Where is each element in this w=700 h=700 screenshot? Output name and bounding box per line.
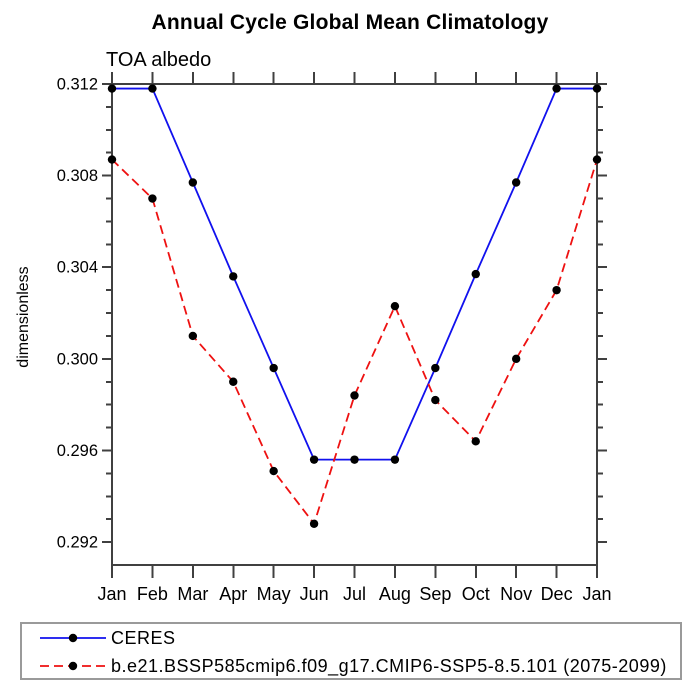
legend-entry-model: b.e21.BSSP585cmip6.f09_g17.CMIP6-SSP5-8.…	[22, 652, 680, 680]
y-tick-label: 0.312	[57, 76, 98, 94]
series-0-marker	[431, 363, 440, 373]
series-1-marker	[350, 391, 359, 400]
series-0-marker	[107, 84, 117, 93]
series-1-marker	[309, 519, 319, 528]
x-tick-label: Nov	[500, 584, 532, 604]
x-tick-label: Jan	[97, 584, 126, 604]
series-line-0	[112, 87, 597, 461]
series-1-marker	[229, 377, 238, 386]
x-tick-label: Apr	[219, 584, 247, 604]
series-line-1	[111, 158, 598, 526]
series-1-marker	[471, 437, 480, 446]
series-1-marker	[188, 331, 198, 341]
y-tick-label: 0.300	[57, 350, 98, 368]
series-1-marker	[592, 155, 602, 164]
legend-marker-dot	[68, 661, 78, 671]
legend-sample-solid-line	[40, 633, 106, 643]
x-tick-label: Feb	[137, 584, 168, 604]
x-tick-label: Mar	[177, 584, 208, 604]
series-1-marker	[511, 354, 521, 364]
series-1-marker	[107, 155, 117, 164]
x-tick-label: Jul	[343, 584, 366, 604]
series-0-marker	[592, 84, 602, 93]
chart-canvas: Jan Feb Mar Apr May Jun Jul Aug Sep Oct Nov Dec Jan 0…	[57, 72, 612, 604]
chart-title: Annual Cycle Global Mean Climatology	[151, 11, 549, 34]
series-0-marker	[511, 178, 521, 187]
y-tick-label: 0.292	[57, 534, 98, 552]
series-0-marker	[148, 84, 157, 93]
x-tick-label: Sep	[419, 584, 451, 604]
y-tick-label: 0.308	[57, 167, 98, 185]
y-tick-label: 0.296	[57, 442, 98, 460]
series-1-marker	[431, 395, 440, 405]
series-0-marker	[471, 269, 480, 279]
plot-box	[111, 83, 598, 566]
x-tick-label: Aug	[379, 584, 411, 604]
x-tick-label: Jan	[582, 584, 611, 604]
legend-label-ceres: CERES	[111, 627, 176, 648]
x-tick-label: May	[257, 584, 291, 604]
legend-entry-ceres: CERES	[22, 624, 680, 652]
x-tick-label: Jun	[300, 584, 329, 604]
series-0-marker	[269, 363, 278, 373]
series-0-marker	[350, 455, 359, 464]
series-0-marker	[552, 84, 561, 93]
series-1-marker	[552, 285, 561, 295]
y-tick-label: 0.304	[57, 259, 98, 277]
legend-sample-dashed-line	[40, 661, 106, 671]
legend-marker-dot	[68, 633, 78, 643]
series-1-marker	[269, 466, 278, 476]
series-0-marker	[309, 455, 319, 464]
x-tick-label: Dec	[541, 584, 573, 604]
series-0-marker	[229, 272, 238, 281]
legend-box: CERES b.e21.BSSP585cmip6.f09_g17.CMIP6-S…	[20, 622, 682, 680]
x-tick-label: Oct	[462, 584, 490, 604]
legend-label-model: b.e21.BSSP585cmip6.f09_g17.CMIP6-SSP5-8.…	[111, 655, 667, 676]
series-0-marker	[390, 455, 400, 464]
series-1-marker	[390, 301, 400, 311]
chart-subtitle: TOA albedo	[106, 49, 212, 71]
series-1-marker	[148, 194, 157, 203]
series-0-marker	[188, 178, 198, 187]
